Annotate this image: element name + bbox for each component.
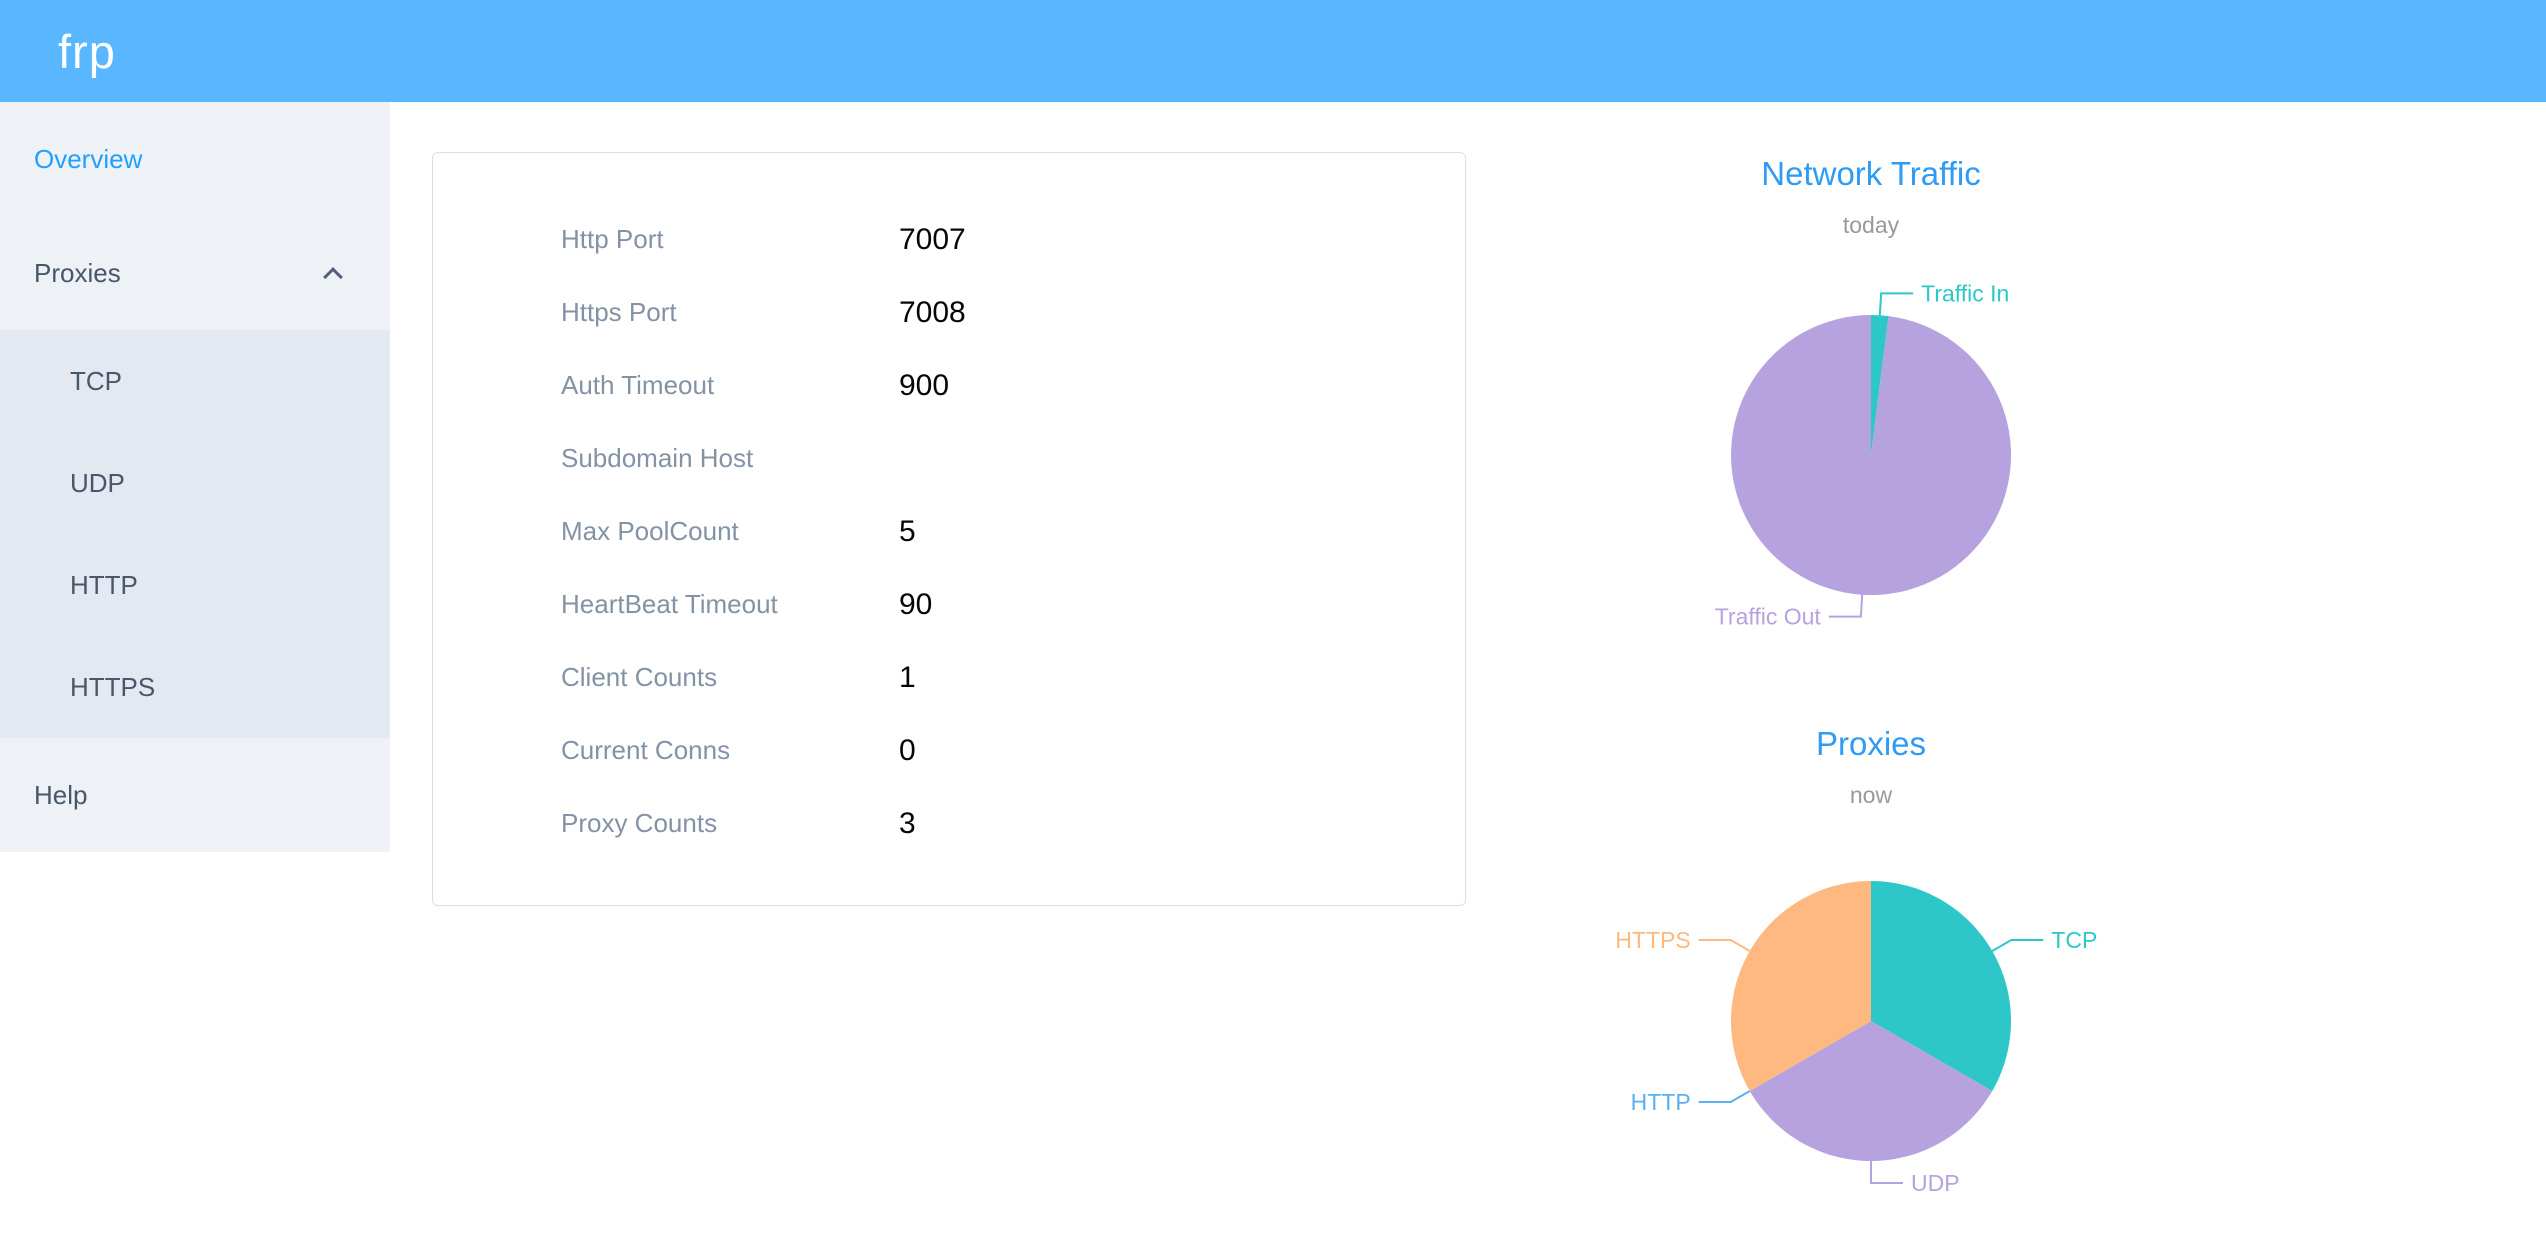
server-info-card: Http Port 7007 Https Port 7008 Auth Timeout 9…	[432, 152, 1466, 906]
info-row: Client Counts 1	[561, 641, 1465, 714]
sidebar-item-help[interactable]: Help	[34, 779, 88, 810]
network-traffic-subtitle: today	[1842, 212, 1900, 238]
pie-slice-label: Traffic In	[1921, 280, 2009, 306]
info-row: Http Port 7007	[561, 203, 1465, 276]
info-row-label: Client Counts	[561, 662, 718, 692]
info-row: Auth Timeout 900	[561, 349, 1465, 422]
sidebar-item-proxies-label: Proxies	[34, 257, 121, 288]
info-row: Current Conns 0	[561, 714, 1465, 787]
pie-label-line	[1870, 1161, 1903, 1184]
pie-slice-label: TCP	[2051, 927, 2097, 953]
sidebar-item-overview[interactable]: Overview	[34, 143, 143, 174]
info-row-label: Http Port	[561, 224, 664, 254]
pie-label-line	[1878, 292, 1914, 316]
info-row-value: 5	[899, 514, 916, 548]
pie-label-line	[1698, 939, 1751, 952]
info-row: HeartBeat Timeout 90	[561, 568, 1465, 641]
proxies-chart-section: Proxies now TCP UDP HTTP HTTPS	[1546, 722, 2196, 1234]
info-row-value: 7008	[899, 295, 966, 329]
pie-slice-tcp[interactable]	[1871, 881, 2011, 1091]
info-row: Https Port 7008	[561, 276, 1465, 349]
pie-slice-https[interactable]	[1731, 881, 1871, 1091]
info-row-value: 90	[899, 587, 933, 621]
info-row-value: 7007	[899, 222, 966, 256]
pie-label-line	[1698, 1090, 1751, 1103]
info-row-label: Current Conns	[561, 735, 731, 765]
info-row-value: 0	[899, 733, 916, 767]
info-row-label: Proxy Counts	[561, 808, 718, 838]
sidebar: Overview Proxies TCP UDP HTTP HTTPS Help	[0, 102, 390, 852]
sidebar-item-https[interactable]: HTTPS	[70, 671, 156, 702]
pie-slice-udp[interactable]	[1749, 1021, 1993, 1161]
network-traffic-pie-chart[interactable]: Traffic In Traffic Out	[1546, 240, 2196, 690]
info-row-value: 1	[899, 660, 916, 694]
sidebar-item-udp[interactable]: UDP	[70, 467, 125, 498]
info-row-label: Https Port	[561, 297, 677, 327]
sidebar-item-proxies[interactable]: Proxies	[0, 216, 390, 330]
proxies-title: Proxies	[1815, 725, 1927, 762]
sidebar-item-http[interactable]: HTTP	[70, 569, 138, 600]
info-row-label: Max PoolCount	[561, 516, 739, 546]
app-logo: frp	[58, 24, 116, 78]
info-row-value: 3	[899, 806, 916, 840]
network-traffic-title: Network Traffic	[1761, 155, 1981, 192]
network-traffic-chart-section: Network Traffic today Traffic In Traffic …	[1546, 152, 2196, 690]
pie-slice-label: UDP	[1911, 1170, 1960, 1196]
pie-slice-traffic-in[interactable]	[1871, 315, 1889, 455]
pie-slice-label: HTTPS	[1615, 927, 1690, 953]
chevron-up-icon	[323, 267, 343, 287]
info-row: Max PoolCount 5	[561, 495, 1465, 568]
pie-slice-traffic-out[interactable]	[1731, 315, 2012, 595]
info-row-label: Auth Timeout	[561, 370, 715, 400]
proxies-subtitle: now	[1849, 782, 1893, 808]
info-row-label: Subdomain Host	[561, 443, 754, 473]
pie-label-line	[1991, 939, 2044, 952]
sidebar-proxies-submenu: TCP UDP HTTP HTTPS	[0, 330, 390, 738]
pie-slice-label: HTTP	[1631, 1089, 1691, 1115]
proxies-pie-chart[interactable]: TCP UDP HTTP HTTPS	[1546, 810, 2196, 1234]
info-row: Subdomain Host	[561, 422, 1465, 495]
server-info-rows: Http Port 7007 Https Port 7008 Auth Timeout 9…	[433, 153, 1465, 860]
info-row-label: HeartBeat Timeout	[561, 589, 778, 619]
header: frp	[0, 0, 2546, 102]
info-row: Proxy Counts 3	[561, 787, 1465, 860]
info-row-value: 900	[899, 368, 950, 402]
sidebar-item-tcp[interactable]: TCP	[70, 365, 122, 396]
pie-slice-label: Traffic Out	[1715, 604, 1822, 630]
pie-label-line	[1828, 594, 1864, 618]
